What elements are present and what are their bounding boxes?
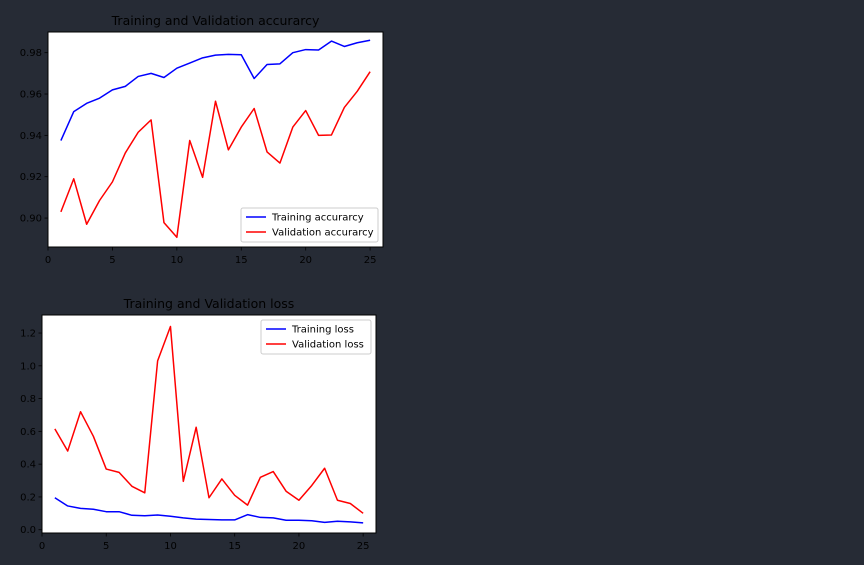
y-tick-label: 0.0 — [20, 525, 36, 536]
x-tick-label: 25 — [357, 541, 370, 552]
series-line-training — [60, 39, 371, 141]
y-tick-label: 0.92 — [20, 172, 42, 183]
y-tick-label: 0.8 — [20, 394, 36, 405]
x-tick-label: 0 — [45, 255, 51, 266]
y-tick-label: 0.90 — [20, 214, 42, 225]
legend: Training accurarcy Validation accurarcy — [240, 207, 379, 243]
x-tick-label: 15 — [228, 541, 241, 552]
series-line-training — [54, 497, 364, 524]
x-tick-label: 10 — [170, 255, 183, 266]
series-line-validation — [54, 325, 364, 514]
x-tick-label: 5 — [103, 541, 109, 552]
legend-label: Training accurarcy — [271, 213, 364, 224]
x-tick-label: 20 — [293, 541, 306, 552]
x-tick-label: 25 — [364, 255, 377, 266]
y-tick-label: 0.94 — [20, 131, 42, 142]
chart-2: Training and Validation loss 0 5 10 15 20 25 0.… — [20, 296, 377, 552]
x-tick-label: 5 — [109, 255, 115, 266]
y-tick-label: 0.4 — [20, 460, 36, 471]
legend-label: Validation loss — [292, 340, 364, 351]
x-tick-label: 15 — [235, 255, 248, 266]
legend-box — [240, 207, 379, 243]
legend-label: Validation accurarcy — [272, 228, 374, 239]
x-tick-label: 0 — [39, 541, 45, 552]
legend: Training loss Validation loss — [260, 319, 372, 355]
chart-title: Training and Validation accurarcy — [111, 13, 320, 28]
y-tick-label: 0.6 — [20, 427, 36, 438]
legend-label: Training loss — [291, 325, 354, 336]
series-line-validation — [60, 71, 371, 239]
y-tick-label: 0.96 — [20, 90, 42, 101]
legend-box — [260, 319, 372, 355]
y-tick-label: 0.98 — [20, 48, 42, 59]
chart-1: Training and Validation accurarcy 0 5 10 15 2… — [20, 13, 384, 266]
y-tick-label: 0.2 — [20, 492, 36, 503]
x-tick-label: 10 — [164, 541, 177, 552]
y-tick-label: 1.0 — [20, 361, 36, 372]
chart-title: Training and Validation loss — [123, 296, 295, 311]
x-tick-label: 20 — [299, 255, 312, 266]
y-tick-label: 1.2 — [20, 329, 36, 340]
